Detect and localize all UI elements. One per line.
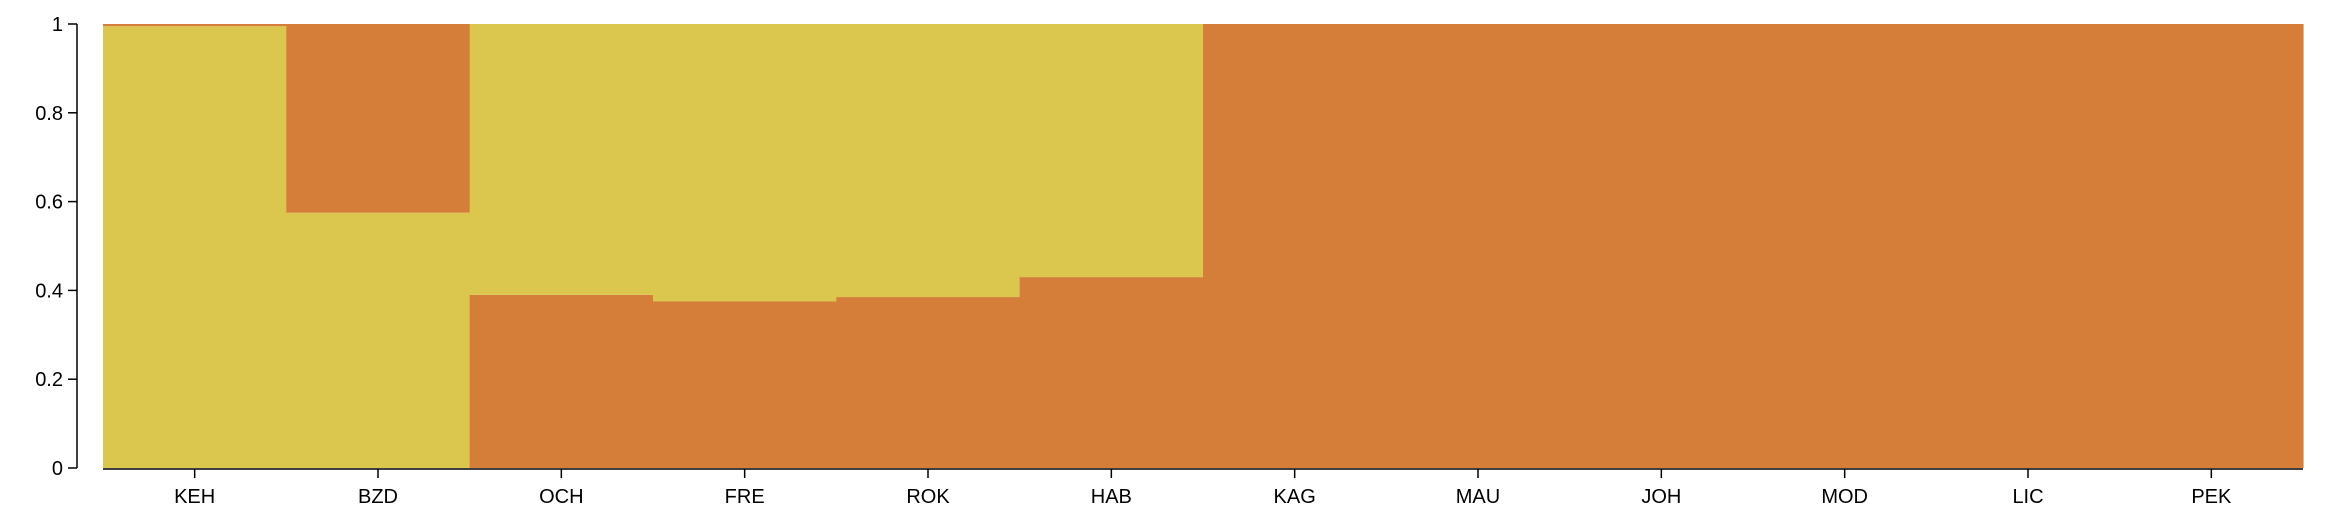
y-tick-label-0.4: 0.4 <box>35 280 63 302</box>
bar-segment-orange-bzd <box>286 24 471 213</box>
bar-segment-yellow-rok <box>836 24 1021 298</box>
y-tick-label-1: 1 <box>52 14 63 36</box>
bar-segment-yellow-keh <box>103 26 287 468</box>
bar-segment-orange-rok <box>836 297 1021 468</box>
x-tick-label-och: OCH <box>539 486 583 508</box>
bar-segment-orange-lic <box>1936 24 2121 468</box>
bar-segment-yellow-bzd <box>286 212 471 468</box>
x-tick-label-rok: ROK <box>906 486 950 508</box>
bar-segment-orange-hab <box>1019 277 1204 468</box>
bar-segment-orange-pek <box>2119 24 2304 468</box>
bar-segment-yellow-fre <box>653 24 837 302</box>
bar-segment-orange-mod <box>1753 24 1937 468</box>
x-tick-label-keh: KEH <box>174 486 215 508</box>
y-tick-label-0.6: 0.6 <box>35 192 63 214</box>
x-tick-label-fre: FRE <box>725 486 765 508</box>
y-tick-label-0: 0 <box>52 458 63 480</box>
bar-segment-orange-keh <box>103 24 287 27</box>
x-tick-label-lic: LIC <box>2012 486 2043 508</box>
y-tick-label-0.2: 0.2 <box>35 369 63 391</box>
bar-segment-orange-mau <box>1386 24 1571 468</box>
x-tick-label-pek: PEK <box>2191 486 2232 508</box>
x-tick-label-mod: MOD <box>1821 486 1868 508</box>
x-tick-label-hab: HAB <box>1091 486 1132 508</box>
bar-segment-yellow-hab <box>1019 24 1204 278</box>
bar-segment-orange-joh <box>1569 24 1754 468</box>
x-tick-label-kag: KAG <box>1274 486 1316 508</box>
x-tick-label-joh: JOH <box>1641 486 1681 508</box>
bar-segment-orange-kag <box>1203 24 1387 468</box>
y-tick-label-0.8: 0.8 <box>35 103 63 125</box>
bar-segment-orange-fre <box>653 301 837 468</box>
bar-segment-yellow-och <box>469 24 654 295</box>
bar-segment-orange-och <box>469 294 654 468</box>
x-tick-label-bzd: BZD <box>358 486 398 508</box>
x-tick-label-mau: MAU <box>1456 486 1500 508</box>
